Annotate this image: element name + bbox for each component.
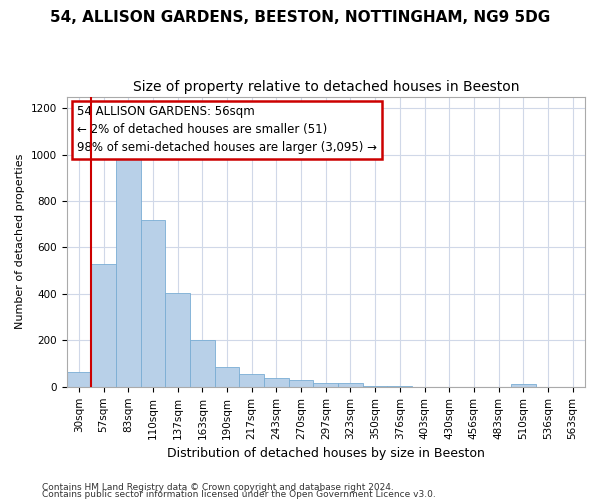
Bar [511, 384, 536, 387]
Bar [140, 220, 165, 387]
Text: Contains HM Land Registry data © Crown copyright and database right 2024.: Contains HM Land Registry data © Crown c… [42, 484, 394, 492]
Text: Contains public sector information licensed under the Open Government Licence v3: Contains public sector information licen… [42, 490, 436, 499]
X-axis label: Distribution of detached houses by size in Beeston: Distribution of detached houses by size … [167, 447, 485, 460]
Title: Size of property relative to detached houses in Beeston: Size of property relative to detached ho… [133, 80, 519, 94]
Bar [313, 384, 338, 387]
Bar [289, 380, 313, 387]
Bar [363, 386, 388, 387]
Bar [116, 154, 140, 387]
Bar [239, 374, 264, 387]
Bar [190, 340, 215, 387]
Text: 54 ALLISON GARDENS: 56sqm
← 2% of detached houses are smaller (51)
98% of semi-d: 54 ALLISON GARDENS: 56sqm ← 2% of detach… [77, 106, 377, 154]
Bar [91, 264, 116, 387]
Text: 54, ALLISON GARDENS, BEESTON, NOTTINGHAM, NG9 5DG: 54, ALLISON GARDENS, BEESTON, NOTTINGHAM… [50, 10, 550, 25]
Bar [67, 372, 91, 387]
Bar [338, 382, 363, 387]
Bar [165, 293, 190, 387]
Bar [264, 378, 289, 387]
Y-axis label: Number of detached properties: Number of detached properties [15, 154, 25, 330]
Bar [215, 367, 239, 387]
